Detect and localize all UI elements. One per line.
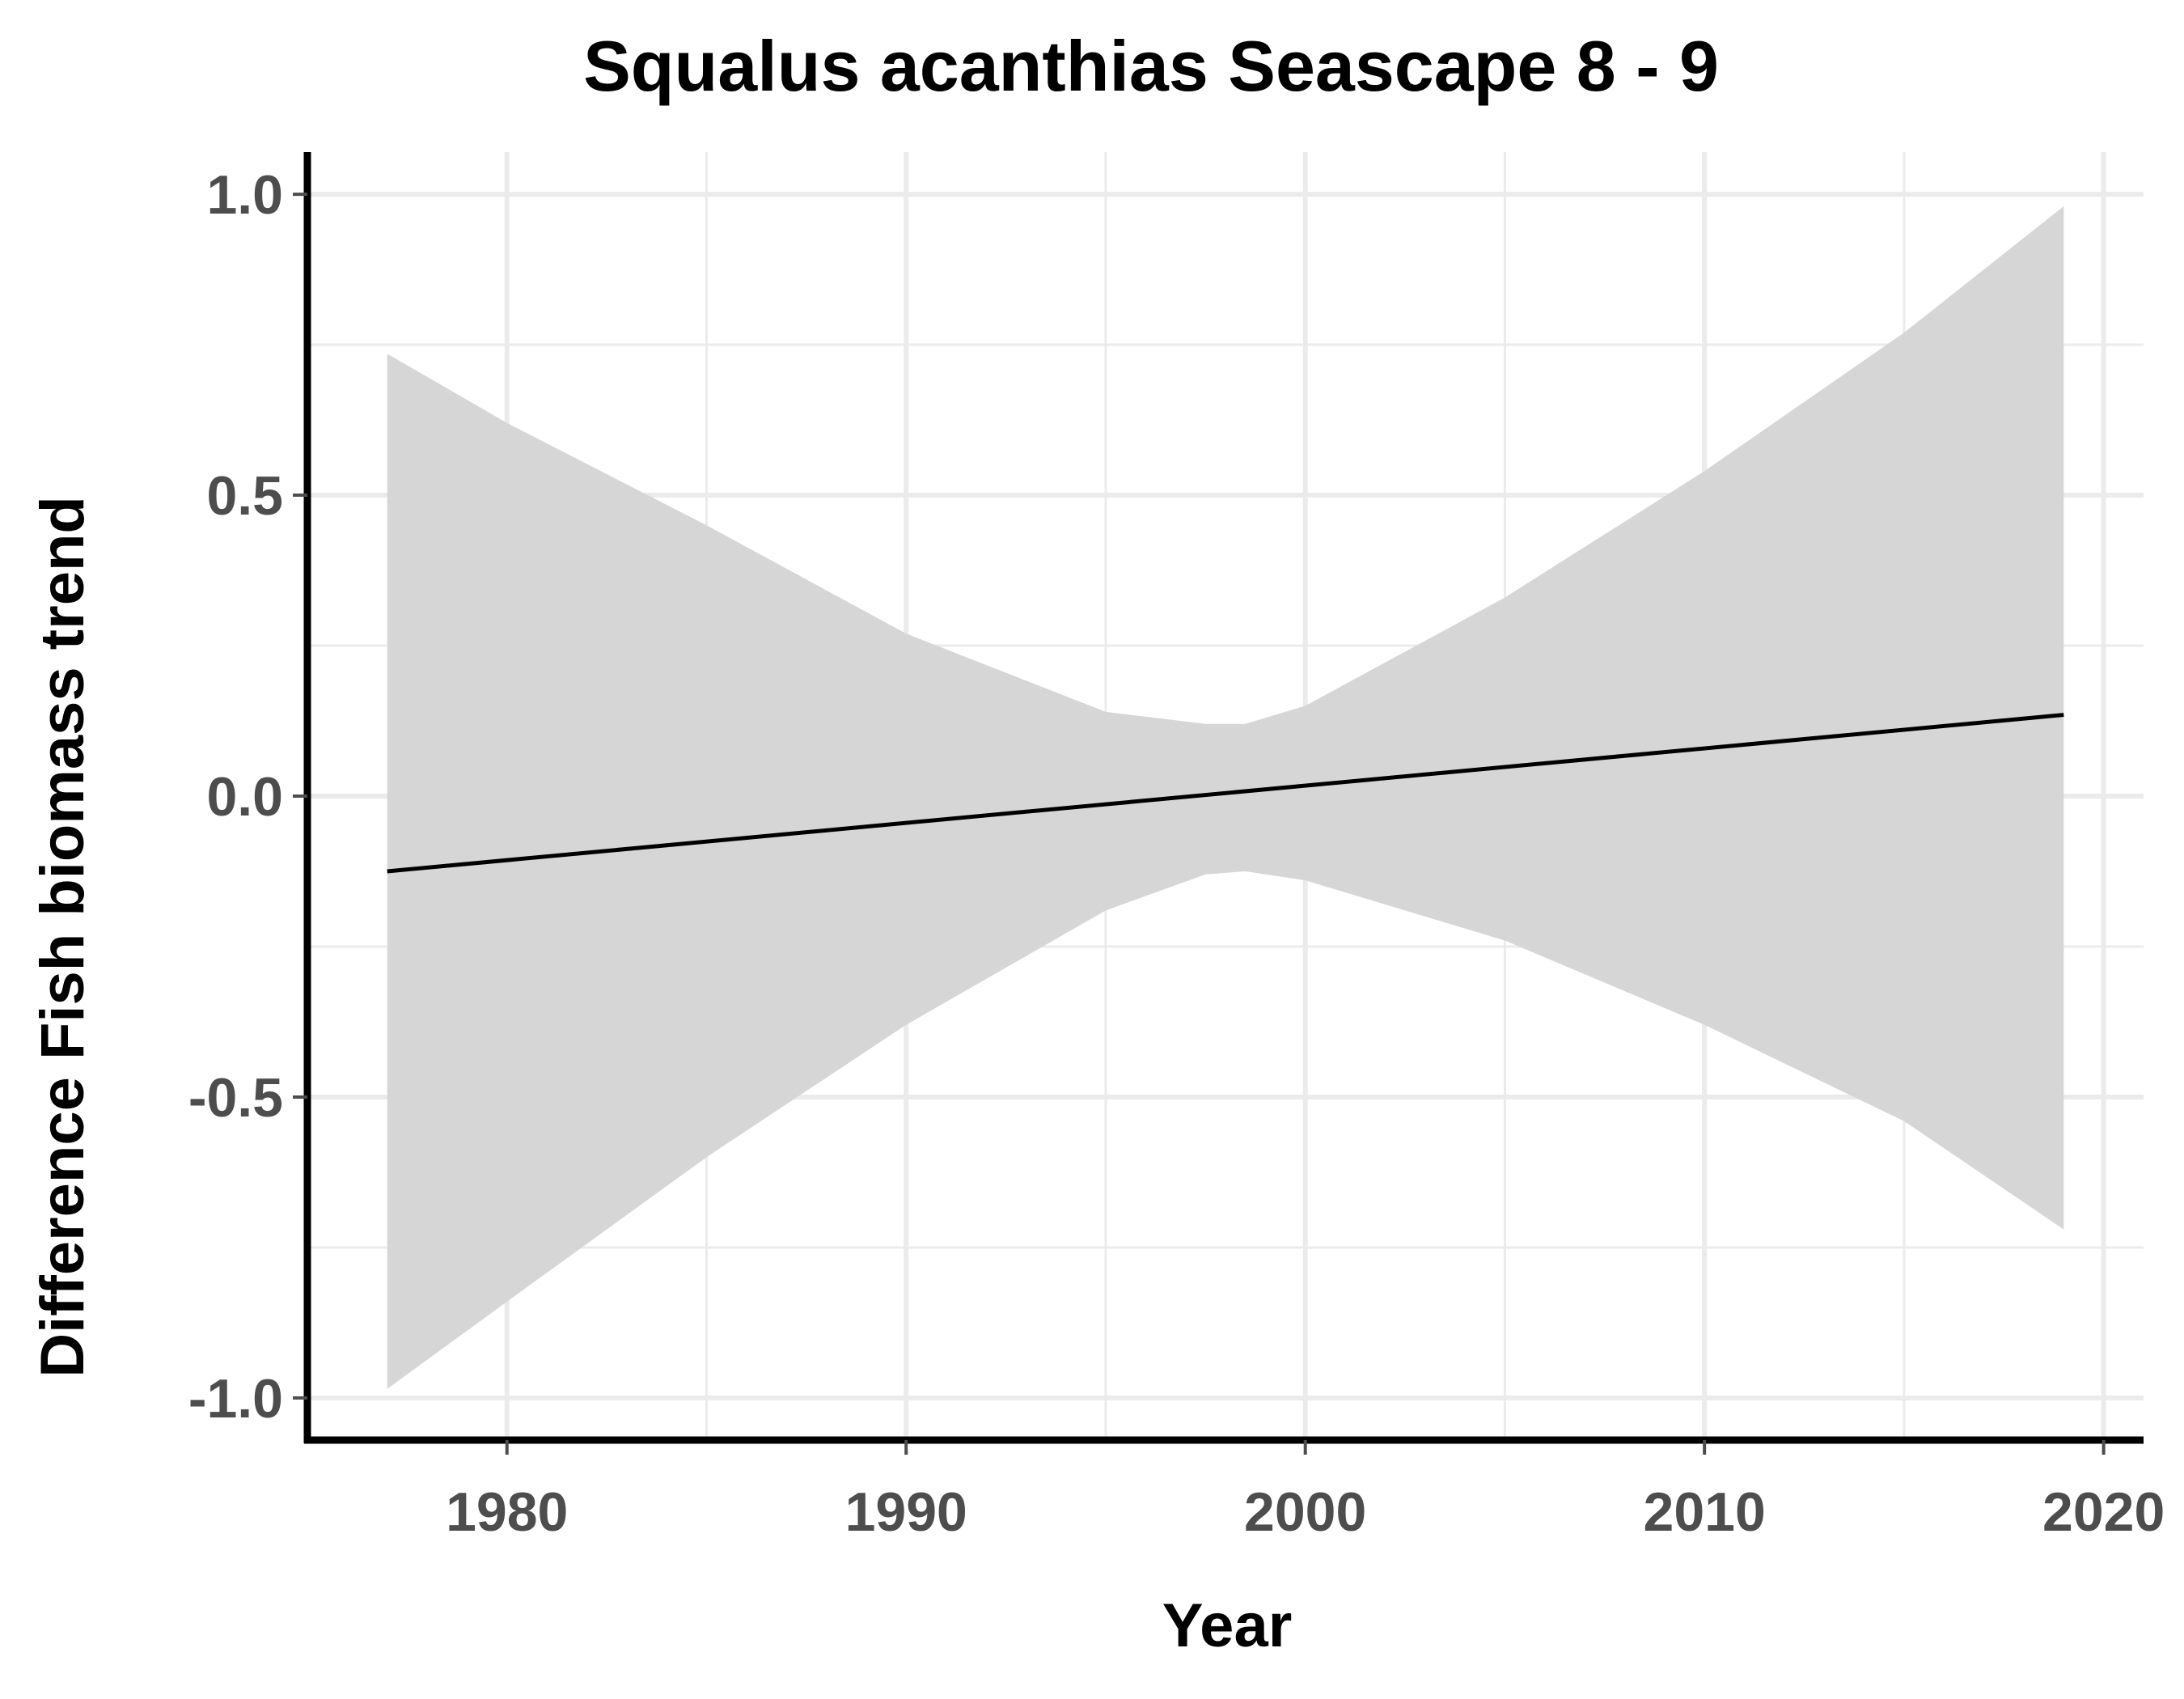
y-axis-ticks: -1.0 -0.5 0.0 0.5 1.0 (188, 164, 307, 1430)
x-axis-title: Year (1162, 1591, 1293, 1660)
x-tick-label: 2010 (1644, 1481, 1766, 1543)
x-tick-label: 2000 (1244, 1481, 1366, 1543)
y-tick-label: 1.0 (206, 164, 283, 226)
confidence-band-area (387, 205, 2064, 1389)
x-tick-label: 1990 (845, 1481, 967, 1543)
chart-title: Squalus acanthias Seascape 8 - 9 (583, 26, 1719, 106)
y-tick-label: -0.5 (188, 1067, 283, 1129)
x-tick-label: 1980 (446, 1481, 568, 1543)
confidence-band (387, 205, 2064, 1389)
trend-line (387, 713, 2064, 874)
y-tick-label: 0.0 (206, 766, 283, 828)
trend-lines (387, 713, 2064, 874)
y-tick-label: -1.0 (188, 1368, 283, 1430)
x-axis-ticks: 1980 1990 2000 2010 2020 (446, 1440, 2165, 1543)
y-tick-label: 0.5 (206, 465, 283, 527)
x-tick-label: 2020 (2042, 1481, 2165, 1543)
major-gridlines (307, 152, 2144, 1440)
y-axis-title: Difference Fish biomass trend (28, 496, 97, 1378)
